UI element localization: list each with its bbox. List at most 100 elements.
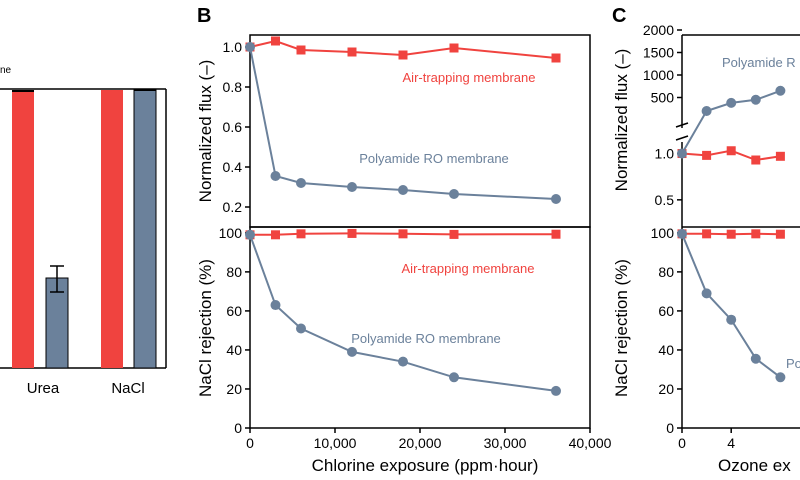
annotation-polyamide-c-bottom: Po — [786, 356, 800, 371]
y-axis-label-b-top: Normalized flux (–) — [196, 60, 215, 203]
y-tick-label: 1000 — [643, 67, 674, 83]
data-point — [270, 171, 281, 181]
y-tick-label: 1.0 — [223, 39, 243, 55]
y-tick-label: 20 — [226, 381, 242, 397]
data-point — [750, 353, 761, 364]
data-point — [296, 45, 306, 55]
annotation-polyamide-c-top: Polyamide R — [722, 55, 796, 70]
data-point — [677, 228, 687, 239]
data-point — [245, 229, 255, 240]
axis-break-c — [675, 122, 689, 141]
series-b-bottom — [245, 228, 561, 396]
x-tick-label: 40,000 — [569, 435, 612, 451]
data-point — [270, 300, 281, 311]
y-tick-label: 0.4 — [223, 159, 243, 175]
panel-b: B 0.2 0.4 0.6 0.8 1.0 0 20 40 60 80 100 0 10,000 20… — [196, 5, 612, 475]
data-point — [347, 47, 357, 57]
y-tick-label: 40 — [226, 342, 242, 358]
y-tick-label: 20 — [658, 381, 674, 397]
data-point — [449, 229, 459, 239]
y-tick-label: 1.0 — [655, 146, 675, 162]
data-point — [750, 94, 761, 105]
data-point — [245, 42, 255, 52]
bar-nacl-polyamide — [133, 89, 157, 369]
data-point — [702, 150, 712, 160]
y-tick-label: 100 — [651, 225, 675, 241]
legend-fragment: ne — [0, 65, 12, 76]
annotation-polyamide-b-bottom: Polyamide RO membrane — [351, 331, 501, 346]
x-tick-label: 0 — [678, 435, 686, 451]
data-point — [347, 228, 357, 238]
data-point — [751, 155, 761, 165]
y-tick-label: 0 — [666, 420, 674, 436]
data-point — [398, 356, 408, 367]
y-tick-label: 60 — [226, 303, 242, 319]
y-axis-label-c-top: Normalized flux (–) — [612, 49, 631, 192]
y-ticks-c-top: 500 1000 1500 2000 0.5 1.0 — [643, 22, 682, 208]
series-b-top — [245, 36, 561, 204]
series-c-top — [677, 85, 786, 165]
series-line — [681, 233, 782, 379]
data-point — [271, 36, 280, 46]
y-tick-label: 500 — [651, 90, 675, 106]
x-tick-label: 30,000 — [484, 435, 527, 451]
data-point — [398, 185, 408, 195]
panel-label-b: B — [197, 5, 211, 27]
series-c-bottom — [677, 228, 786, 383]
panel-a: ne Urea NaCl — [0, 65, 167, 397]
data-point — [347, 182, 357, 192]
data-point — [551, 229, 561, 239]
category-label-urea: Urea — [27, 380, 60, 397]
y-ticks-b-top: 0.2 0.4 0.6 0.8 1.0 — [223, 39, 250, 215]
data-point — [701, 106, 712, 116]
data-point — [726, 229, 736, 239]
y-tick-label: 1500 — [643, 45, 674, 61]
y-tick-label: 0.5 — [655, 192, 675, 208]
y-tick-label: 0.8 — [223, 79, 243, 95]
data-point — [296, 178, 306, 188]
annotation-air-trapping-b-top: Air-trapping membrane — [403, 70, 536, 85]
y-tick-label: 0 — [234, 420, 242, 436]
data-point — [398, 50, 408, 60]
bar-nacl-air-trapping — [101, 90, 123, 368]
y-tick-label: 0.2 — [223, 199, 243, 215]
category-label-nacl: NaCl — [111, 380, 144, 397]
data-point — [701, 288, 712, 299]
y-tick-label: 60 — [658, 303, 674, 319]
data-point — [449, 372, 459, 383]
y-tick-label: 2000 — [643, 22, 674, 38]
data-point — [775, 229, 785, 239]
data-point — [296, 323, 306, 334]
annotation-air-trapping-b-bottom: Air-trapping membrane — [402, 261, 535, 276]
data-point — [271, 230, 280, 240]
y-axis-label-b-bottom: NaCl rejection (%) — [196, 259, 215, 397]
data-point — [726, 314, 737, 325]
data-point — [751, 229, 761, 239]
data-point — [398, 229, 408, 239]
data-point — [775, 85, 786, 96]
x-tick-label: 4 — [727, 435, 735, 451]
x-ticks-b: 0 10,000 20,000 30,000 40,000 — [246, 428, 612, 451]
data-point — [726, 146, 736, 156]
y-tick-label: 0.6 — [223, 119, 243, 135]
annotation-polyamide-b-top: Polyamide RO membrane — [359, 151, 509, 166]
data-point — [551, 385, 561, 396]
data-point — [726, 97, 737, 108]
y-ticks-c-bottom: 0 20 40 60 80 100 — [651, 225, 682, 436]
y-axis-label-c-bottom: NaCl rejection (%) — [612, 259, 631, 397]
data-point — [702, 229, 712, 239]
data-point — [551, 53, 561, 63]
y-tick-label: 40 — [658, 342, 674, 358]
data-point — [551, 194, 561, 204]
y-ticks-b-bottom: 0 20 40 60 80 100 — [219, 225, 250, 436]
data-point — [449, 43, 459, 53]
panel-label-c: C — [612, 5, 626, 27]
data-point — [775, 151, 785, 161]
data-point — [677, 148, 687, 159]
data-point — [296, 229, 306, 239]
x-axis-label-c: Ozone ex — [718, 456, 791, 475]
y-tick-label: 80 — [226, 264, 242, 280]
